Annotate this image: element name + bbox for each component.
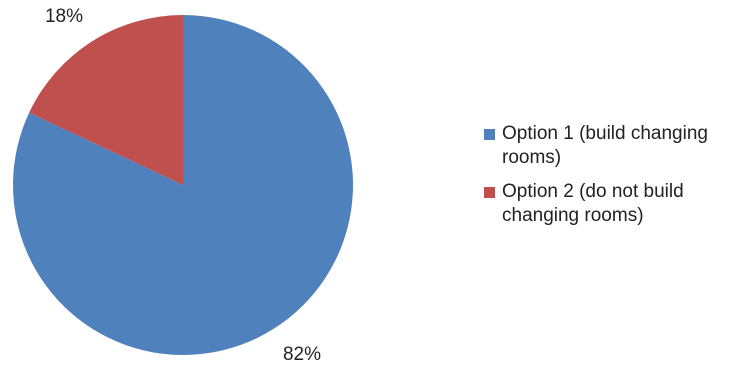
pie-slice-option-1 (13, 14, 354, 355)
legend: Option 1 (build changing rooms) Option 2… (484, 122, 736, 238)
legend-label-option-2: Option 2 (do not build changing rooms) (502, 181, 684, 226)
pie-data-labels: 82% 18% (45, 6, 321, 365)
legend-item-option-1: Option 1 (build changing rooms) (484, 122, 736, 170)
data-label-option-1: 82% (283, 344, 321, 365)
legend-swatch-option-2 (484, 187, 495, 198)
data-label-option-2: 18% (45, 6, 83, 27)
legend-label-option-1: Option 1 (build changing rooms) (502, 123, 708, 168)
legend-item-option-2: Option 2 (do not build changing rooms) (484, 180, 736, 228)
legend-swatch-option-1 (484, 129, 495, 140)
pie-slice-option-2 (29, 15, 184, 185)
pie-slices (13, 14, 354, 355)
